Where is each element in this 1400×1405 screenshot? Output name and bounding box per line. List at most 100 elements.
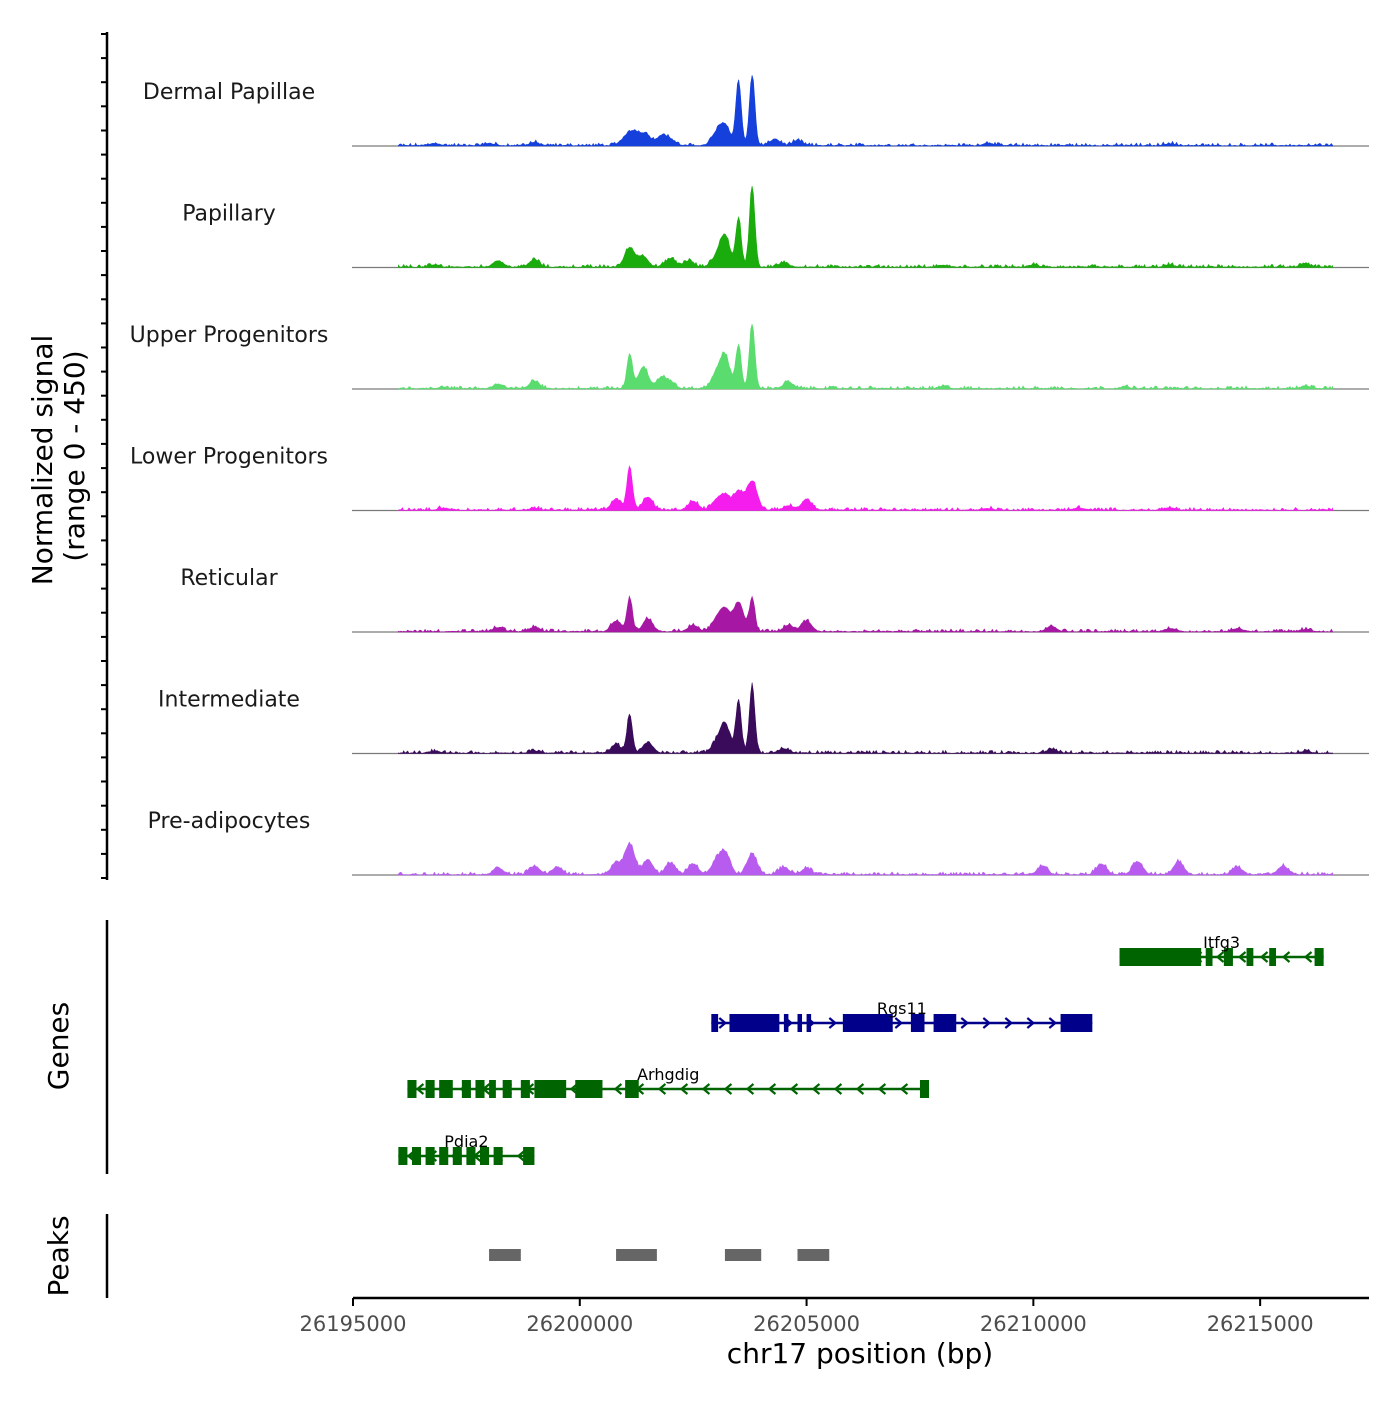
gene-exon bbox=[910, 1014, 925, 1032]
strand-chevron bbox=[723, 1083, 733, 1095]
strand-chevron bbox=[415, 1083, 425, 1095]
strand-chevron bbox=[718, 1017, 728, 1029]
track-intermediate: Intermediate bbox=[158, 682, 1369, 755]
gene-exon bbox=[797, 1014, 803, 1032]
gene-exon bbox=[425, 1080, 435, 1098]
strand-chevron bbox=[1303, 951, 1313, 963]
strand-chevron bbox=[767, 1083, 777, 1095]
strand-chevron bbox=[1259, 951, 1269, 963]
gene-exon bbox=[398, 1147, 408, 1165]
gene-exon bbox=[806, 1014, 812, 1032]
gene-rgs11: Rgs11 bbox=[711, 999, 1093, 1032]
gene-pdia2: Pdia2 bbox=[398, 1132, 535, 1165]
strand-chevron bbox=[789, 1083, 799, 1095]
gene-exon bbox=[1119, 948, 1202, 966]
gene-label: Itfg3 bbox=[1203, 933, 1240, 952]
gene-exon bbox=[466, 1147, 476, 1165]
gene-exon bbox=[489, 1080, 496, 1098]
genes-panel-label: Genes bbox=[42, 1002, 75, 1090]
track-papillary: Papillary bbox=[182, 186, 1369, 269]
strand-chevron bbox=[894, 1017, 904, 1029]
gene-exon bbox=[475, 1080, 485, 1098]
signal-area bbox=[398, 323, 1333, 390]
strand-chevron bbox=[613, 1083, 623, 1095]
peaks-panel: Peaks bbox=[42, 1214, 830, 1298]
strand-chevron bbox=[899, 1083, 909, 1095]
gene-exon bbox=[1205, 948, 1213, 966]
y-axis-range: (range 0 - 450) bbox=[58, 350, 91, 561]
strand-chevron bbox=[1004, 1017, 1014, 1029]
gene-exon bbox=[1223, 948, 1233, 966]
strand-chevron bbox=[877, 1083, 887, 1095]
gene-exon bbox=[1246, 948, 1254, 966]
track-label: Lower Progenitors bbox=[130, 445, 328, 470]
strand-chevron bbox=[811, 1083, 821, 1095]
gene-exon bbox=[502, 1080, 512, 1098]
gene-exon bbox=[575, 1080, 603, 1098]
strand-chevron bbox=[855, 1083, 865, 1095]
signal-area bbox=[398, 186, 1333, 268]
track-reticular: Reticular bbox=[180, 566, 1369, 633]
track-pre-adipocytes: Pre-adipocytes bbox=[148, 809, 1369, 876]
coverage-y-ticks bbox=[101, 33, 107, 879]
track-label: Pre-adipocytes bbox=[148, 809, 311, 834]
strand-chevron bbox=[679, 1083, 689, 1095]
strand-chevron bbox=[745, 1083, 755, 1095]
strand-chevron bbox=[1048, 1017, 1058, 1029]
gene-exon bbox=[1060, 1014, 1093, 1032]
strand-chevron bbox=[1215, 951, 1225, 963]
strand-chevron bbox=[833, 1083, 843, 1095]
gene-exon bbox=[1269, 948, 1277, 966]
gene-exon bbox=[439, 1147, 449, 1165]
strand-chevron bbox=[516, 1150, 526, 1162]
strand-chevron bbox=[982, 1017, 992, 1029]
gene-exon bbox=[523, 1147, 535, 1165]
gene-exon bbox=[439, 1080, 453, 1098]
gene-exon bbox=[783, 1014, 789, 1032]
gene-models: Itfg3 Rgs11 Arhgdig Pdia2 bbox=[398, 933, 1324, 1165]
gene-label: Arhgdig bbox=[637, 1065, 699, 1084]
track-label: Intermediate bbox=[158, 688, 300, 713]
signal-area bbox=[398, 841, 1333, 876]
x-axis-ticks: 26195000 26200000 26205000 26210000 26215000 bbox=[300, 1298, 1314, 1336]
signal-area bbox=[398, 75, 1333, 147]
gene-exon bbox=[625, 1080, 639, 1098]
gene-itfg3: Itfg3 bbox=[1119, 933, 1324, 966]
x-tick-label: 26215000 bbox=[1207, 1312, 1314, 1336]
strand-chevron bbox=[657, 1083, 667, 1095]
signal-area bbox=[398, 595, 1333, 633]
x-tick-label: 26200000 bbox=[526, 1312, 633, 1336]
track-label: Upper Progenitors bbox=[130, 323, 329, 348]
gene-exon bbox=[842, 1014, 893, 1032]
x-tick-label: 26195000 bbox=[300, 1312, 407, 1336]
x-tick-label: 26205000 bbox=[753, 1312, 860, 1336]
gene-exon bbox=[933, 1014, 957, 1032]
gene-exon bbox=[520, 1080, 530, 1098]
gene-arhgdig: Arhgdig bbox=[407, 1065, 930, 1098]
signal-area bbox=[398, 465, 1333, 512]
genes-panel: Genes Itfg3 Rgs11 Arhgdig Pdia2 bbox=[42, 920, 1324, 1174]
gene-exon bbox=[493, 1147, 503, 1165]
track-label: Reticular bbox=[180, 566, 278, 591]
track-upper-progenitors: Upper Progenitors bbox=[130, 323, 1369, 390]
y-axis-title: Normalized signal bbox=[26, 335, 59, 586]
peak-bar bbox=[724, 1249, 762, 1261]
x-axis-title: chr17 position (bp) bbox=[727, 1337, 993, 1370]
gene-exon bbox=[407, 1080, 417, 1098]
peak-bar bbox=[797, 1249, 830, 1261]
strand-chevron bbox=[1237, 951, 1247, 963]
strand-chevron bbox=[1026, 1017, 1036, 1029]
strand-chevron bbox=[701, 1083, 711, 1095]
peaks-panel-label: Peaks bbox=[42, 1215, 75, 1296]
strand-chevron bbox=[960, 1017, 970, 1029]
track-label: Papillary bbox=[182, 202, 276, 227]
gene-exon bbox=[425, 1147, 435, 1165]
track-label: Dermal Papillae bbox=[143, 80, 315, 105]
strand-chevron bbox=[1281, 951, 1291, 963]
signal-area bbox=[398, 682, 1333, 755]
strand-chevron bbox=[828, 1017, 838, 1029]
peak-bar bbox=[616, 1249, 657, 1261]
gene-exon bbox=[480, 1147, 490, 1165]
